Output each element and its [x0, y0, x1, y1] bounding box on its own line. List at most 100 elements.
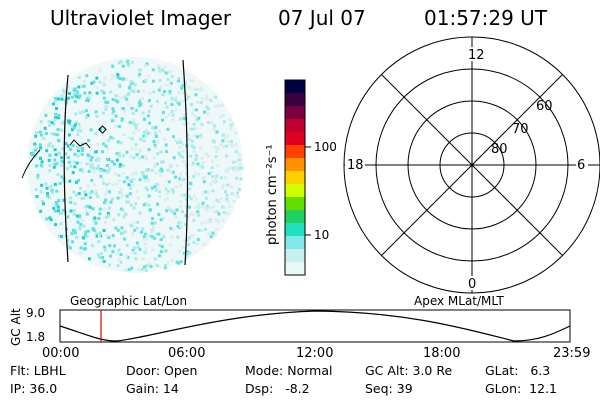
uv-speckle: [184, 172, 188, 176]
uv-speckle: [152, 156, 156, 160]
uv-speckle: [68, 123, 72, 127]
uv-speckle: [152, 90, 156, 94]
uv-speckle: [205, 94, 209, 98]
uv-speckle: [132, 118, 136, 122]
uv-speckle: [111, 250, 115, 254]
uv-speckle: [78, 227, 82, 231]
uv-speckle: [155, 182, 158, 186]
uv-speckle: [221, 205, 225, 209]
uv-speckle: [181, 193, 184, 197]
uv-speckle: [153, 185, 157, 189]
uv-speckle: [106, 147, 110, 151]
uv-speckle: [193, 114, 197, 118]
uv-speckle: [205, 208, 209, 212]
uv-speckle: [126, 255, 130, 259]
uv-speckle: [117, 248, 121, 252]
uv-speckle: [163, 65, 167, 69]
uv-speckle: [132, 131, 136, 135]
uv-speckle: [116, 228, 120, 232]
uv-speckle: [111, 111, 115, 115]
info-ip: IP: 36.0: [10, 381, 57, 396]
uv-speckle: [222, 211, 226, 215]
uv-speckle: [89, 128, 93, 132]
uv-speckle: [162, 216, 165, 220]
uv-speckle: [196, 242, 199, 246]
uv-speckle: [71, 144, 75, 148]
uv-speckle: [212, 140, 216, 144]
uv-speckle: [185, 166, 188, 169]
uv-speckle: [53, 97, 57, 100]
uv-speckle: [147, 179, 150, 183]
uv-speckle: [192, 127, 196, 131]
uv-speckle: [215, 174, 219, 178]
uv-speckle: [34, 154, 38, 158]
uv-speckle: [103, 121, 107, 125]
uv-speckle: [111, 64, 115, 68]
lat-label-70: 70: [512, 122, 529, 137]
uv-speckle: [138, 103, 142, 107]
uv-speckle: [66, 243, 70, 247]
uv-speckle: [119, 260, 123, 264]
uv-speckle: [187, 85, 191, 89]
uv-speckle: [182, 122, 186, 126]
uv-speckle: [46, 194, 50, 198]
uv-speckle: [189, 212, 193, 216]
uv-speckle: [108, 263, 111, 267]
uv-speckle: [207, 172, 211, 176]
colorbar: 100 10 photon cm⁻²s⁻¹: [265, 79, 337, 276]
uv-speckle: [171, 118, 175, 122]
uv-speckle: [65, 167, 69, 171]
uv-speckle: [56, 133, 60, 137]
uv-speckle: [75, 145, 79, 149]
uv-speckle: [103, 248, 107, 252]
uv-speckle: [213, 180, 217, 184]
uv-speckle: [210, 170, 214, 174]
uv-speckle: [108, 244, 112, 248]
uv-speckle: [201, 176, 205, 180]
uv-speckle: [53, 182, 57, 186]
uv-speckle: [106, 211, 110, 215]
uv-speckle: [117, 83, 121, 87]
uv-speckle: [234, 143, 238, 147]
uv-speckle: [95, 232, 99, 236]
uv-speckle: [94, 110, 98, 114]
uv-speckle: [102, 168, 106, 172]
uv-speckle: [39, 146, 43, 150]
uv-speckle: [230, 140, 233, 143]
uv-speckle: [127, 183, 131, 187]
uv-speckle: [182, 178, 186, 181]
uv-speckle: [184, 162, 188, 166]
uv-speckle: [59, 163, 63, 167]
uv-speckle: [179, 200, 183, 204]
uv-speckle: [129, 80, 133, 84]
uv-speckle: [207, 220, 211, 224]
uv-speckle: [85, 74, 89, 78]
uv-speckle: [199, 146, 203, 150]
uv-image-disk: [21, 57, 244, 273]
uv-speckle: [160, 245, 164, 249]
info-mode: Mode: Normal: [245, 363, 332, 378]
uv-speckle: [196, 238, 200, 242]
uv-speckle: [83, 91, 87, 95]
uv-speckle: [207, 231, 211, 235]
uv-speckle: [161, 93, 165, 97]
uv-speckle: [94, 131, 98, 135]
uv-speckle: [187, 194, 191, 198]
uv-speckle: [133, 251, 137, 255]
uv-speckle: [52, 165, 56, 169]
uv-speckle: [192, 150, 196, 154]
uv-speckle: [180, 155, 184, 159]
uv-speckle: [235, 176, 239, 180]
uv-speckle: [236, 191, 240, 195]
uv-speckle: [62, 88, 66, 92]
uv-speckle: [187, 137, 191, 141]
uv-speckle: [181, 210, 184, 213]
uv-speckle: [66, 96, 70, 100]
uv-speckle: [101, 142, 105, 146]
uv-speckle: [46, 192, 49, 196]
uv-speckle: [109, 254, 113, 258]
uv-speckle: [172, 227, 175, 231]
uv-speckle: [120, 195, 124, 199]
uv-speckle: [90, 244, 94, 248]
